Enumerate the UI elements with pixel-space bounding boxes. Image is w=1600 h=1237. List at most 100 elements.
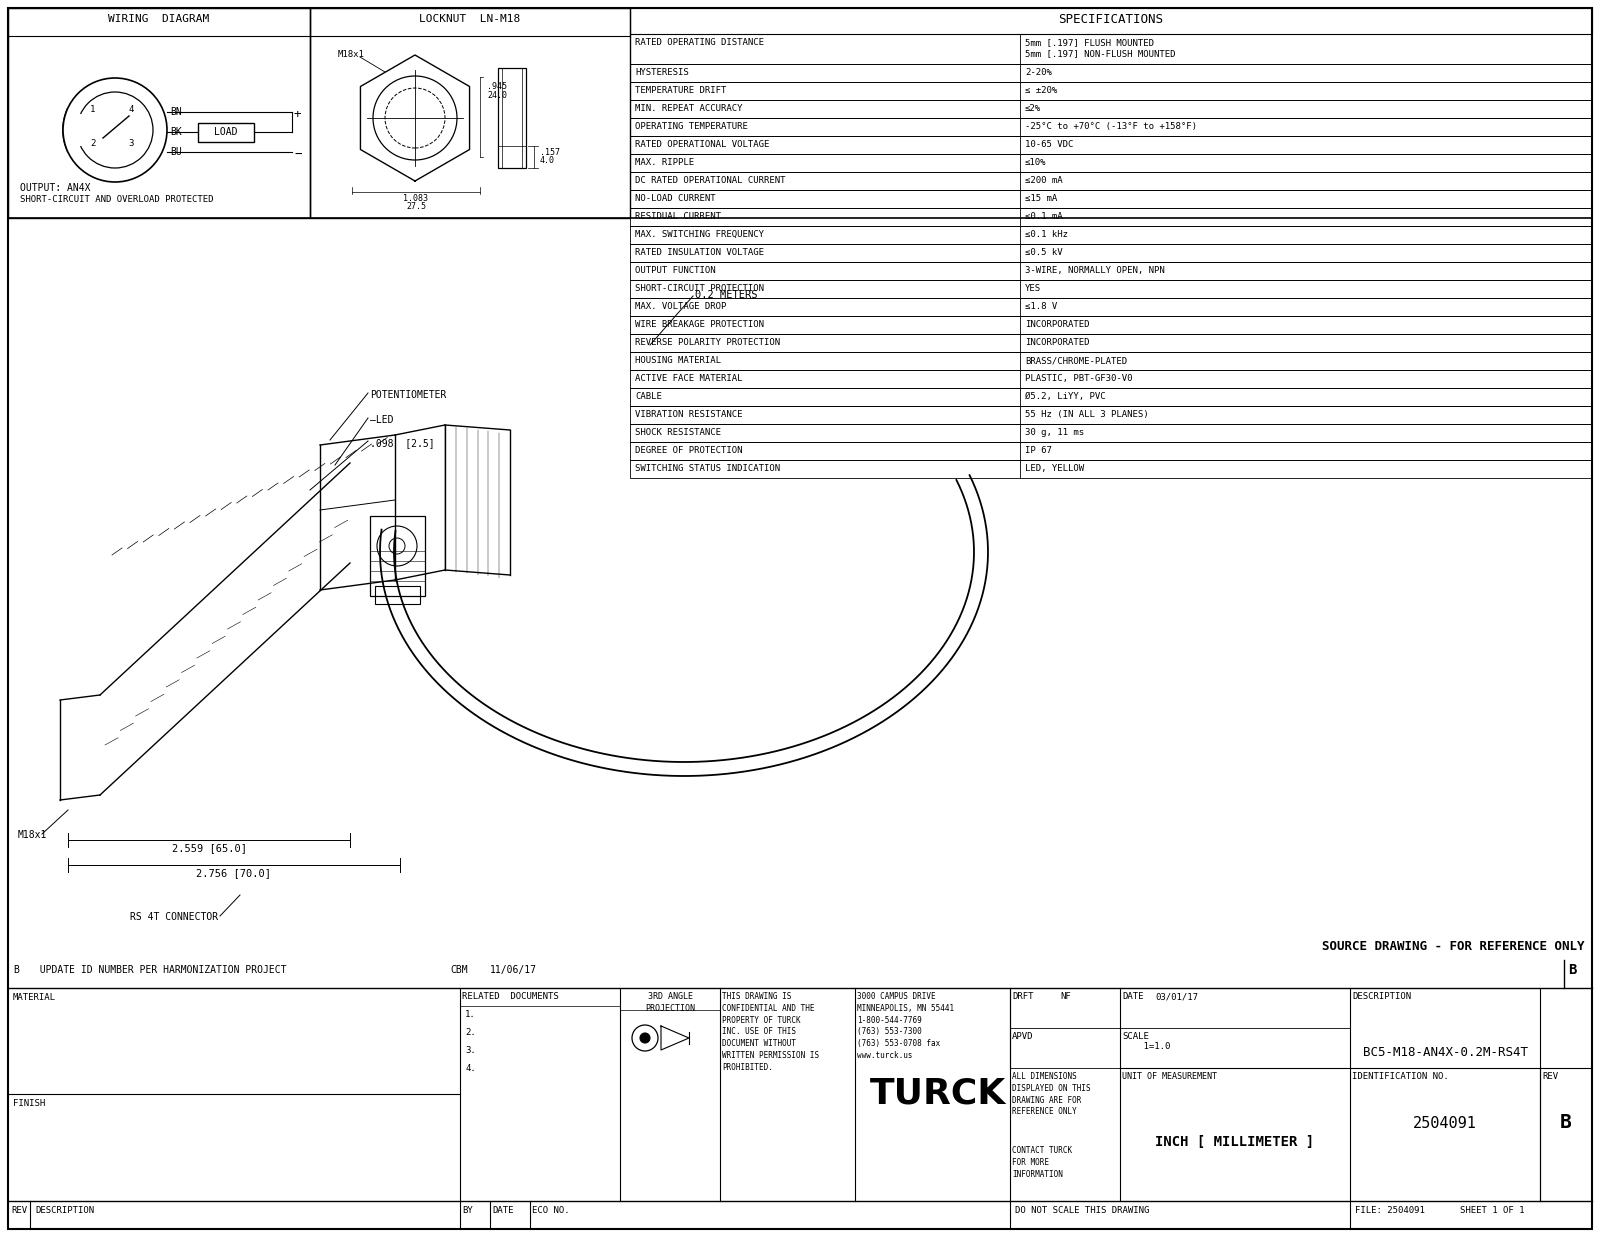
Text: +: +: [294, 108, 301, 121]
Text: 2-20%: 2-20%: [1026, 68, 1051, 77]
Text: ≤200 mA: ≤200 mA: [1026, 176, 1062, 186]
Text: Ø5.2, LiYY, PVC: Ø5.2, LiYY, PVC: [1026, 392, 1106, 401]
Text: MIN. REPEAT ACCURACY: MIN. REPEAT ACCURACY: [635, 104, 742, 113]
Bar: [630, 153, 1592, 172]
Text: 5mm [.197] FLUSH MOUNTED: 5mm [.197] FLUSH MOUNTED: [1026, 38, 1154, 47]
Text: INCORPORATED: INCORPORATED: [1026, 320, 1090, 329]
Bar: [630, 136, 1592, 153]
Text: INCH [ MILLIMETER ]: INCH [ MILLIMETER ]: [1155, 1136, 1315, 1149]
Text: 03/01/17: 03/01/17: [1155, 992, 1198, 1001]
Text: 4: 4: [128, 105, 134, 115]
Wedge shape: [62, 108, 115, 152]
Text: BY: BY: [462, 1206, 472, 1215]
Text: BK: BK: [170, 127, 182, 137]
Text: SCALE: SCALE: [1122, 1032, 1149, 1042]
Text: 27.5: 27.5: [406, 202, 426, 212]
Text: RESIDUAL CURRENT: RESIDUAL CURRENT: [635, 212, 722, 221]
Text: -25°C to +70°C (-13°F to +158°F): -25°C to +70°C (-13°F to +158°F): [1026, 122, 1197, 131]
Text: 2.: 2.: [466, 1028, 475, 1037]
Text: DATE: DATE: [493, 1206, 514, 1215]
Text: FILE: 2504091: FILE: 2504091: [1355, 1206, 1426, 1215]
Bar: [8, 7, 310, 218]
Text: HYSTERESIS: HYSTERESIS: [635, 68, 688, 77]
Text: YES: YES: [1026, 285, 1042, 293]
Text: REV: REV: [1542, 1072, 1558, 1081]
Text: LOAD: LOAD: [214, 127, 238, 137]
Bar: [374, 586, 419, 604]
Bar: [630, 33, 1592, 64]
Text: DATE: DATE: [1122, 992, 1144, 1001]
Text: RS 4T CONNECTOR: RS 4T CONNECTOR: [130, 912, 218, 922]
Bar: [630, 100, 1592, 118]
Bar: [198, 122, 254, 142]
Text: ≤0.1 kHz: ≤0.1 kHz: [1026, 230, 1069, 239]
Text: NF: NF: [1059, 992, 1070, 1001]
Bar: [370, 516, 426, 596]
Text: 3.: 3.: [466, 1047, 475, 1055]
Bar: [630, 424, 1592, 442]
Text: RATED INSULATION VOLTAGE: RATED INSULATION VOLTAGE: [635, 247, 765, 257]
Text: 2: 2: [90, 140, 96, 148]
Text: SPECIFICATIONS: SPECIFICATIONS: [1059, 14, 1163, 26]
Text: DC RATED OPERATIONAL CURRENT: DC RATED OPERATIONAL CURRENT: [635, 176, 786, 186]
Text: 2.756 [70.0]: 2.756 [70.0]: [197, 868, 272, 878]
Text: CONTACT TURCK
FOR MORE
INFORMATION: CONTACT TURCK FOR MORE INFORMATION: [1013, 1145, 1072, 1179]
Text: RATED OPERATING DISTANCE: RATED OPERATING DISTANCE: [635, 38, 765, 47]
Text: ≤2%: ≤2%: [1026, 104, 1042, 113]
Text: WIRING  DIAGRAM: WIRING DIAGRAM: [109, 14, 210, 24]
Text: M18x1: M18x1: [338, 49, 365, 59]
Text: .945: .945: [486, 82, 507, 92]
Bar: [310, 7, 630, 218]
Bar: [630, 353, 1592, 370]
Bar: [630, 172, 1592, 190]
Text: .098  [2.5]: .098 [2.5]: [370, 438, 435, 448]
Text: MATERIAL: MATERIAL: [13, 993, 56, 1002]
Bar: [630, 208, 1592, 226]
Text: ≤10%: ≤10%: [1026, 158, 1046, 167]
Text: HOUSING MATERIAL: HOUSING MATERIAL: [635, 356, 722, 365]
Text: DRFT: DRFT: [1013, 992, 1034, 1001]
Bar: [630, 442, 1592, 460]
Polygon shape: [661, 1025, 690, 1050]
Text: 1.083: 1.083: [403, 194, 429, 203]
Text: SHOCK RESISTANCE: SHOCK RESISTANCE: [635, 428, 722, 437]
Text: ≤15 mA: ≤15 mA: [1026, 194, 1058, 203]
Text: TEMPERATURE DRIFT: TEMPERATURE DRIFT: [635, 87, 726, 95]
Text: MAX. RIPPLE: MAX. RIPPLE: [635, 158, 694, 167]
Text: BN: BN: [170, 106, 182, 118]
Text: 3RD ANGLE
PROJECTION: 3RD ANGLE PROJECTION: [645, 992, 694, 1013]
Text: BRASS/CHROME-PLATED: BRASS/CHROME-PLATED: [1026, 356, 1126, 365]
Text: PLASTIC, PBT-GF30-V0: PLASTIC, PBT-GF30-V0: [1026, 374, 1133, 383]
Text: SOURCE DRAWING - FOR REFERENCE ONLY: SOURCE DRAWING - FOR REFERENCE ONLY: [1322, 940, 1584, 952]
Text: THIS DRAWING IS
CONFIDENTIAL AND THE
PROPERTY OF TURCK
INC. USE OF THIS
DOCUMENT: THIS DRAWING IS CONFIDENTIAL AND THE PRO…: [722, 992, 819, 1071]
Text: 55 Hz (IN ALL 3 PLANES): 55 Hz (IN ALL 3 PLANES): [1026, 409, 1149, 419]
Text: DEGREE OF PROTECTION: DEGREE OF PROTECTION: [635, 447, 742, 455]
Bar: [498, 68, 526, 168]
Text: TURCK: TURCK: [870, 1077, 1006, 1111]
Text: DESCRIPTION: DESCRIPTION: [1352, 992, 1411, 1001]
Text: B: B: [13, 965, 19, 975]
Bar: [630, 298, 1592, 315]
Text: SHORT-CIRCUIT AND OVERLOAD PROTECTED: SHORT-CIRCUIT AND OVERLOAD PROTECTED: [19, 195, 213, 204]
Text: POTENTIOMETER: POTENTIOMETER: [370, 390, 446, 400]
Bar: [630, 280, 1592, 298]
Bar: [630, 262, 1592, 280]
Text: MAX. VOLTAGE DROP: MAX. VOLTAGE DROP: [635, 302, 726, 310]
Text: RATED OPERATIONAL VOLTAGE: RATED OPERATIONAL VOLTAGE: [635, 140, 770, 148]
Text: 3: 3: [128, 140, 134, 148]
Text: 11/06/17: 11/06/17: [490, 965, 538, 975]
Bar: [630, 334, 1592, 353]
Text: INCORPORATED: INCORPORATED: [1026, 338, 1090, 348]
Text: ≤0.1 mA: ≤0.1 mA: [1026, 212, 1062, 221]
Text: 3000 CAMPUS DRIVE
MINNEAPOLIS, MN 55441
1-800-544-7769
(763) 553-7300
(763) 553-: 3000 CAMPUS DRIVE MINNEAPOLIS, MN 55441 …: [858, 992, 954, 1060]
Text: 10-65 VDC: 10-65 VDC: [1026, 140, 1074, 148]
Text: APVD: APVD: [1013, 1032, 1034, 1042]
Text: SHEET 1 OF 1: SHEET 1 OF 1: [1459, 1206, 1525, 1215]
Text: ≤0.5 kV: ≤0.5 kV: [1026, 247, 1062, 257]
Text: M18x1: M18x1: [18, 830, 48, 840]
Bar: [630, 118, 1592, 136]
Text: IDENTIFICATION NO.: IDENTIFICATION NO.: [1352, 1072, 1448, 1081]
Text: DO NOT SCALE THIS DRAWING: DO NOT SCALE THIS DRAWING: [1014, 1206, 1149, 1215]
Text: −: −: [294, 148, 301, 161]
Text: 30 g, 11 ms: 30 g, 11 ms: [1026, 428, 1085, 437]
